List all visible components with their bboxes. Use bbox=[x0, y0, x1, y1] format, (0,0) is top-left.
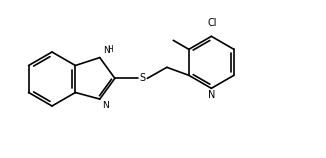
Text: N: N bbox=[103, 46, 110, 55]
Text: Cl: Cl bbox=[208, 18, 217, 28]
Text: N: N bbox=[208, 90, 215, 100]
Text: H: H bbox=[107, 45, 113, 54]
Text: N: N bbox=[102, 101, 109, 110]
Text: S: S bbox=[140, 73, 146, 83]
